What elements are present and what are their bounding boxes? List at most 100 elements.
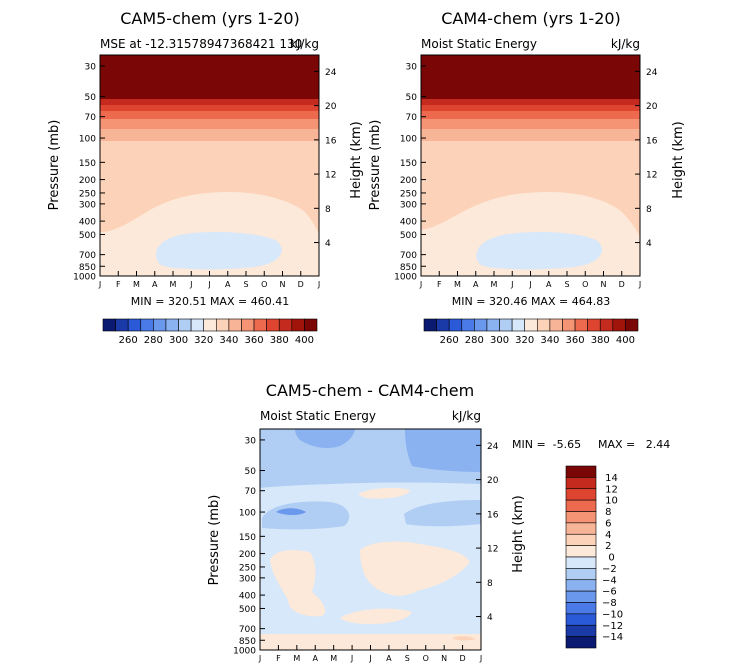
x-tick-label: J	[419, 280, 422, 289]
y-tick-label: 200	[239, 550, 256, 560]
colorbar-swatch	[499, 318, 513, 332]
x-tick-label: J	[368, 654, 371, 663]
y-right-tick-label: 12	[646, 171, 657, 181]
colorbar-swatch	[304, 318, 318, 332]
y-tick-label: 850	[400, 263, 417, 273]
y-tick-label: 200	[79, 176, 96, 186]
y-tick-label: 30	[85, 62, 97, 72]
panel2-fill-400	[421, 55, 640, 99]
x-tick-label: F	[116, 280, 121, 289]
x-tick-label: M	[133, 280, 140, 289]
colorbar-label: 4	[602, 530, 612, 541]
x-tick-label: M	[454, 280, 461, 289]
y-right-tick-label: 16	[646, 136, 658, 146]
y-tick-label: 400	[79, 218, 96, 228]
colorbar-swatch	[266, 318, 280, 332]
colorbar-swatch	[565, 488, 597, 501]
y-tick-label: 700	[239, 625, 256, 635]
colorbar-swatch	[215, 318, 230, 332]
x-tick-label: J	[258, 654, 261, 663]
panel1-stats: MIN = 320.51 MAX = 460.41	[131, 295, 289, 308]
y-tick-label: 1000	[73, 273, 96, 283]
colorbar-swatch	[565, 556, 597, 569]
colorbar-label: 6	[602, 518, 612, 529]
x-tick-label: M	[330, 654, 337, 663]
x-tick-label: A	[313, 654, 319, 663]
x-tick-label: F	[276, 654, 281, 663]
panel3-y-axis-right: 4 8 12 16 20 24	[476, 442, 499, 623]
colorbar-label: −8	[602, 598, 617, 609]
y-tick-label: 70	[245, 487, 257, 497]
colorbar-label: 2	[602, 541, 612, 552]
panel-cam5-mse: CAM5-chem (yrs 1-20) MSE at -12.31578947…	[47, 9, 364, 346]
x-tick-label: S	[564, 280, 569, 289]
x-tick-label: M	[491, 280, 498, 289]
colorbar-swatch	[253, 318, 267, 332]
colorbar-swatch	[565, 545, 597, 558]
colorbar-swatch	[565, 477, 597, 490]
panel2-fill-320	[476, 232, 603, 270]
y-tick-label: 500	[239, 605, 256, 615]
y-tick-label: 300	[79, 200, 96, 210]
x-tick-label: J	[189, 280, 192, 289]
panel-cam4-mse: CAM4-chem (yrs 1-20) Moist Static Energy…	[368, 9, 686, 346]
panel3-fill-neg4-mid	[262, 501, 350, 530]
y-tick-label: 850	[79, 263, 96, 273]
x-tick-label: J	[479, 654, 482, 663]
x-tick-label: A	[386, 654, 392, 663]
x-tick-label: N	[441, 654, 447, 663]
y-tick-label: 500	[400, 231, 417, 241]
x-tick-label: N	[601, 280, 607, 289]
colorbar-swatch	[574, 318, 588, 332]
panel3-fill-pos0-upper	[358, 487, 410, 499]
colorbar-label: 400	[616, 335, 635, 346]
colorbar-label: 360	[245, 335, 264, 346]
colorbar-swatch	[190, 318, 205, 332]
y-tick-label: 1000	[394, 273, 417, 283]
y-right-tick-label: 8	[646, 205, 652, 215]
colorbar-swatch	[474, 318, 488, 332]
y-tick-label: 250	[400, 189, 417, 199]
colorbar-label: −10	[602, 609, 623, 620]
y-right-tick-label: 24	[646, 68, 658, 78]
x-tick-label: O	[423, 654, 429, 663]
y-tick-label: 1000	[233, 647, 256, 657]
y-tick-label: 250	[79, 189, 96, 199]
y-right-tick-label: 24	[487, 442, 499, 452]
colorbar-swatch	[241, 318, 255, 332]
panel1-ylabel: Pressure (mb)	[47, 120, 62, 211]
colorbar-label: 280	[465, 335, 484, 346]
colorbar-label: 380	[591, 335, 610, 346]
y-tick-label: 150	[400, 159, 417, 169]
y-tick-label: 50	[406, 93, 418, 103]
y-right-tick-label: 16	[325, 136, 337, 146]
y-tick-label: 150	[79, 159, 96, 169]
colorbar-label: 260	[119, 335, 138, 346]
y-right-tick-label: 8	[487, 579, 493, 589]
y-tick-label: 300	[239, 574, 256, 584]
colorbar-swatch	[524, 318, 538, 332]
colorbar-label: 14	[602, 473, 618, 484]
x-tick-label: J	[528, 280, 531, 289]
panel3-stats-max: MAX = 2.44	[598, 438, 670, 451]
colorbar-label: −14	[602, 632, 623, 643]
colorbar-swatch	[587, 318, 601, 332]
colorbar-swatch	[291, 318, 305, 332]
colorbar-label: 0	[602, 553, 615, 564]
x-tick-label: J	[510, 280, 513, 289]
x-tick-label: A	[473, 280, 479, 289]
y-tick-label: 300	[400, 200, 417, 210]
colorbar-swatch	[599, 318, 614, 332]
colorbar-label: 380	[270, 335, 289, 346]
colorbar-swatch	[278, 318, 293, 332]
y-tick-label: 400	[239, 592, 256, 602]
colorbar-label: 340	[540, 335, 559, 346]
colorbar-label: 400	[295, 335, 314, 346]
y-tick-label: 30	[406, 62, 418, 72]
y-right-tick-label: 4	[325, 239, 331, 249]
x-tick-label: M	[170, 280, 177, 289]
